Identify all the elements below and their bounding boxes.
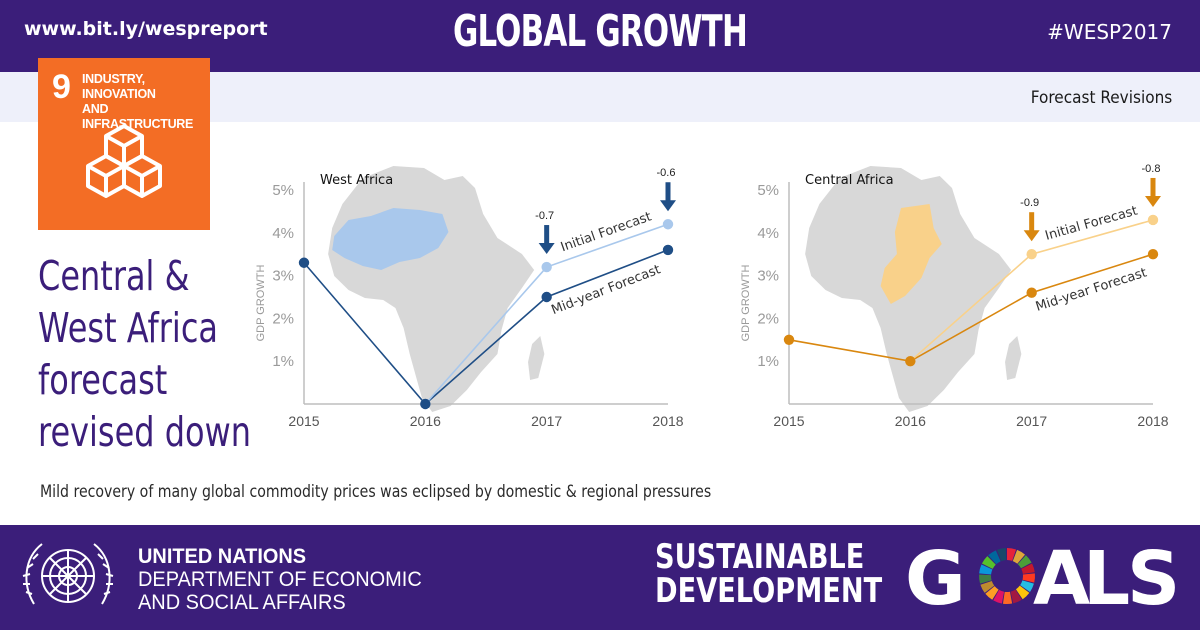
central-africa-chart: 1% 2% 3% 4% 5% GDP GROWTH 2015 2016 2017 2018 Cent… — [735, 150, 1175, 440]
x-tick-label: 2016 — [895, 413, 926, 429]
sdg-wordmark: SUSTAINABLE DEVELOPMENT — [655, 540, 882, 608]
mid-year-forecast-point — [905, 356, 916, 367]
series-label: Mid-year Forecast — [1034, 265, 1149, 314]
initial-forecast-point — [1147, 214, 1159, 226]
mid-year-forecast-point — [1147, 249, 1159, 260]
sdg-label: INDUSTRY, INNOVATION AND INFRASTRUCTURE — [82, 72, 206, 132]
goals-letter: L — [1083, 536, 1130, 612]
x-tick-label: 2018 — [652, 413, 683, 429]
sdg-label-line2: AND INFRASTRUCTURE — [82, 102, 194, 131]
revision-label: -0.6 — [657, 167, 676, 179]
madagascar-silhouette — [528, 336, 545, 380]
initial-forecast-point — [541, 261, 552, 273]
mid-year-forecast-point — [1026, 287, 1037, 298]
y-axis-title: GDP GROWTH — [255, 265, 267, 342]
y-tick-label: 4% — [272, 225, 294, 242]
x-tick-label: 2015 — [773, 413, 804, 429]
mid-year-forecast-point — [420, 398, 431, 410]
africa-silhouette — [328, 166, 535, 412]
y-tick-label: 1% — [757, 353, 779, 370]
sdg-word-1: SUSTAINABLE — [655, 537, 865, 577]
mid-year-forecast-point — [541, 291, 552, 303]
x-tick-label: 2015 — [288, 413, 319, 429]
revision-label: -0.8 — [1142, 163, 1161, 175]
initial-forecast-point — [662, 219, 674, 230]
revision-arrow-icon — [1023, 212, 1040, 242]
x-tick-label: 2017 — [531, 413, 562, 429]
un-emblem-icon — [22, 543, 114, 605]
un-line-2: DEPARTMENT OF ECONOMIC — [138, 568, 422, 591]
chart-title: West Africa — [320, 173, 393, 188]
sdg-label-line1: INDUSTRY, INNOVATION — [82, 72, 156, 101]
page-title: GLOBAL GROWTH — [452, 6, 748, 57]
headline-line-3: forecast — [38, 356, 168, 404]
mid-year-forecast-point — [662, 244, 674, 256]
revision-label: -0.9 — [1020, 197, 1039, 209]
highlighted-region — [332, 208, 449, 270]
headline: Central & West Africa forecast revised d… — [38, 250, 251, 458]
y-tick-label: 5% — [272, 182, 294, 199]
mid-year-forecast-point — [783, 334, 795, 345]
series-label: Initial Forecast — [559, 209, 654, 255]
sdg-word-2: DEVELOPMENT — [655, 571, 883, 611]
headline-line-4: revised down — [38, 408, 252, 456]
highlighted-region — [880, 204, 942, 304]
initial-forecast-point — [1026, 249, 1037, 260]
headline-line-1: Central & — [38, 252, 190, 300]
stacked-cubes-icon — [86, 124, 162, 198]
y-tick-label: 2% — [272, 310, 294, 327]
y-tick-label: 4% — [757, 225, 779, 242]
chart-svg: 1% 2% 3% 4% 5% GDP GROWTH 2015 2016 2017 2018 Cent… — [740, 163, 1169, 429]
y-tick-label: 3% — [757, 268, 779, 285]
sdg-number: 9 — [52, 68, 71, 106]
y-tick-label: 5% — [757, 182, 779, 199]
x-tick-label: 2017 — [1016, 413, 1047, 429]
caption: Mild recovery of many global commodity p… — [40, 482, 712, 502]
sdg-9-tile: 9 INDUSTRY, INNOVATION AND INFRASTRUCTUR… — [38, 58, 210, 230]
sdg-color-wheel-icon — [979, 548, 1035, 604]
footer-banner — [0, 525, 1200, 630]
section-subtitle: Forecast Revisions — [1030, 88, 1172, 108]
revision-arrow-icon — [538, 225, 555, 255]
chart-title: Central Africa — [805, 173, 894, 188]
hashtag: #WESP2017 — [1047, 20, 1172, 44]
chart-svg: 1% 2% 3% 4% 5% GDP GROWTH 2015 2016 2017 2018 West… — [255, 166, 684, 429]
africa-map-icon — [328, 166, 545, 412]
y-tick-label: 2% — [757, 310, 779, 327]
un-line-1: UNITED NATIONS — [138, 545, 307, 568]
goals-wordmark: G ALS — [905, 536, 1180, 612]
headline-line-2: West Africa — [38, 304, 218, 352]
west-africa-chart: 1% 2% 3% 4% 5% GDP GROWTH 2015 2016 2017 2018 West… — [250, 150, 690, 440]
un-desa-text: UNITED NATIONS DEPARTMENT OF ECONOMIC AN… — [138, 545, 422, 614]
x-tick-label: 2018 — [1137, 413, 1168, 429]
mid-year-forecast-line — [788, 253, 1154, 363]
revision-arrow-icon — [1145, 177, 1161, 207]
y-tick-label: 1% — [272, 353, 294, 370]
y-axis-title: GDP GROWTH — [740, 265, 752, 342]
revision-arrow-icon — [660, 182, 676, 212]
series-label: Mid-year Forecast — [549, 262, 662, 318]
goals-letter: G — [905, 536, 966, 612]
report-url[interactable]: www.bit.ly/wespreport — [24, 18, 268, 40]
goals-letter: A — [1033, 536, 1090, 612]
y-tick-label: 3% — [272, 268, 294, 285]
madagascar-silhouette — [1005, 336, 1022, 380]
goals-letter: S — [1127, 536, 1180, 612]
revision-label: -0.7 — [535, 210, 554, 222]
x-tick-label: 2016 — [410, 413, 441, 429]
africa-map-icon — [805, 166, 1022, 412]
mid-year-forecast-line — [303, 249, 669, 406]
un-line-3: AND SOCIAL AFFAIRS — [138, 591, 346, 614]
mid-year-forecast-point — [298, 257, 310, 268]
